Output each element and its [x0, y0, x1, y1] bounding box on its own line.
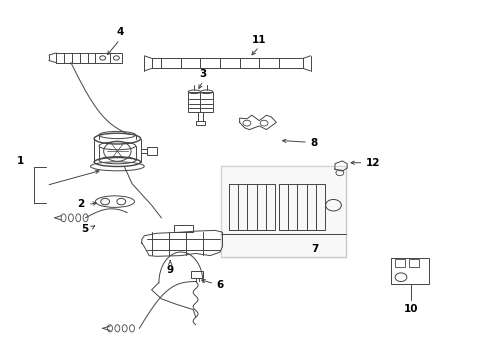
Text: 10: 10	[403, 304, 417, 314]
Text: 2: 2	[77, 199, 84, 210]
Bar	[188, 92, 200, 112]
Bar	[146, 147, 157, 155]
Bar	[278, 184, 325, 230]
Text: 12: 12	[365, 158, 380, 168]
Bar	[221, 166, 345, 257]
Text: 3: 3	[199, 69, 206, 79]
Text: 6: 6	[216, 280, 223, 291]
Bar	[195, 121, 205, 125]
Text: 5: 5	[81, 224, 88, 234]
Bar	[190, 271, 203, 278]
Bar	[221, 166, 345, 257]
Text: 7: 7	[311, 244, 319, 254]
Bar	[173, 225, 193, 232]
Text: 11: 11	[251, 35, 266, 45]
Bar	[228, 184, 275, 230]
Bar	[95, 53, 122, 63]
Text: 4: 4	[116, 27, 123, 37]
Bar	[394, 259, 404, 267]
Bar	[390, 258, 428, 284]
Bar	[200, 92, 212, 112]
Text: 1: 1	[17, 156, 24, 166]
Bar	[408, 259, 418, 267]
Text: 8: 8	[310, 138, 317, 148]
Text: 9: 9	[166, 265, 173, 275]
